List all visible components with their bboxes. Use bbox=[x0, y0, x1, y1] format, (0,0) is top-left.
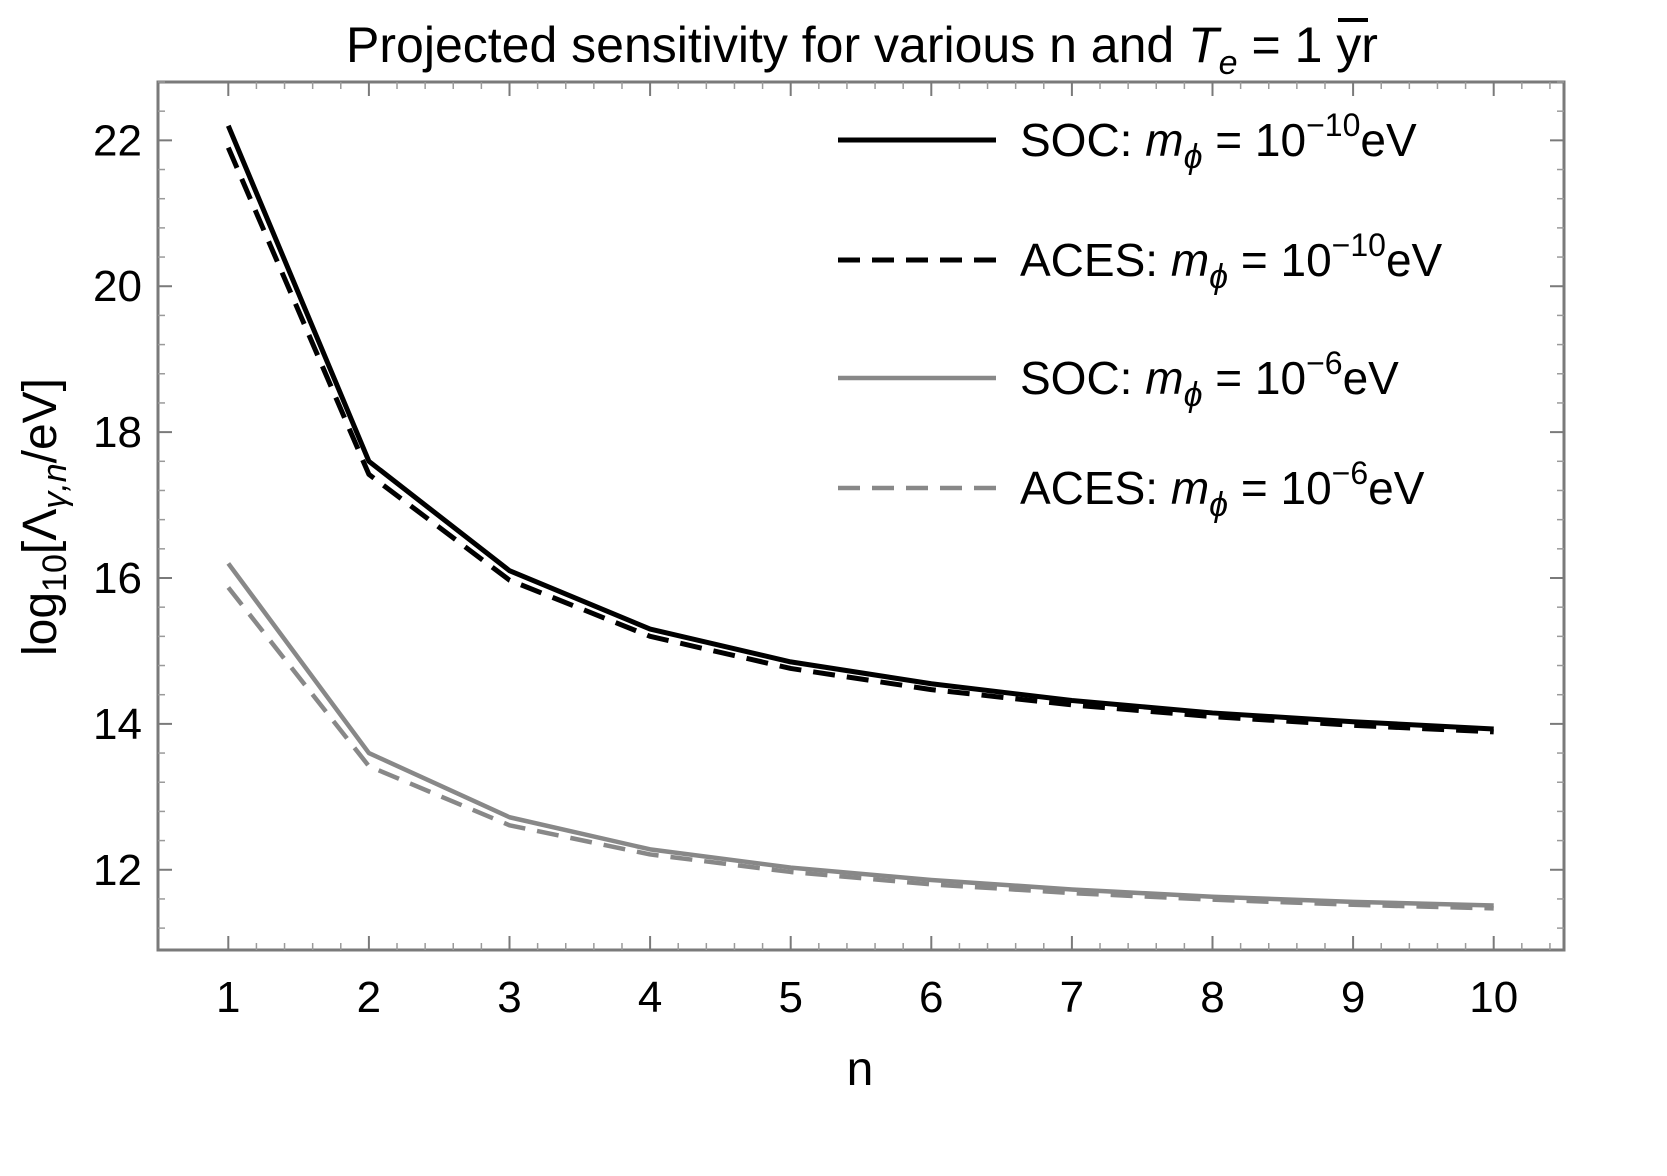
x-tick-label: 1 bbox=[216, 973, 240, 1022]
x-tick-label: 9 bbox=[1341, 973, 1365, 1022]
legend-label-4: ACES: mϕ = 10−6eV bbox=[1020, 455, 1425, 524]
legend-label-2: ACES: mϕ = 10−10eV bbox=[1020, 227, 1443, 296]
x-tick-label: 5 bbox=[778, 973, 802, 1022]
x-axis-title: n bbox=[847, 1043, 874, 1096]
x-tick-label: 6 bbox=[919, 973, 943, 1022]
x-tick-label: 2 bbox=[357, 973, 381, 1022]
legend-label-1: SOC: mϕ = 10−10eV bbox=[1020, 107, 1417, 176]
x-tick-label: 8 bbox=[1200, 973, 1224, 1022]
legend-label-3: SOC: mϕ = 10−6eV bbox=[1020, 345, 1399, 414]
series-line-3 bbox=[226, 562, 1494, 908]
y-axis-title: log10[Λγ,n/eV] bbox=[14, 378, 74, 656]
y-tick-label: 12 bbox=[93, 846, 142, 895]
y-tick-label: 18 bbox=[93, 408, 142, 457]
chart-title: Projected sensitivity for various n and … bbox=[346, 17, 1378, 82]
series-line-4 bbox=[226, 586, 1494, 911]
plot-frame bbox=[156, 80, 1566, 952]
title-subscript: e bbox=[1219, 44, 1238, 82]
series-layer bbox=[225, 124, 1494, 911]
x-tick-label: 10 bbox=[1469, 973, 1518, 1022]
series-line-2 bbox=[226, 146, 1494, 735]
y-tick-label: 20 bbox=[93, 262, 142, 311]
title-variable: T bbox=[1188, 17, 1222, 73]
y-tick-label: 16 bbox=[93, 554, 142, 603]
x-tick-label: 4 bbox=[638, 973, 662, 1022]
x-tick-label: 3 bbox=[497, 973, 521, 1022]
x-tick-label: 7 bbox=[1060, 973, 1084, 1022]
series-line-1 bbox=[225, 124, 1494, 732]
legend: SOC: mϕ = 10−10eV ACES: mϕ = 10−10eV SOC: … bbox=[838, 107, 1443, 524]
y-tick-label: 14 bbox=[93, 700, 142, 749]
y-tick-label: 22 bbox=[93, 116, 142, 165]
